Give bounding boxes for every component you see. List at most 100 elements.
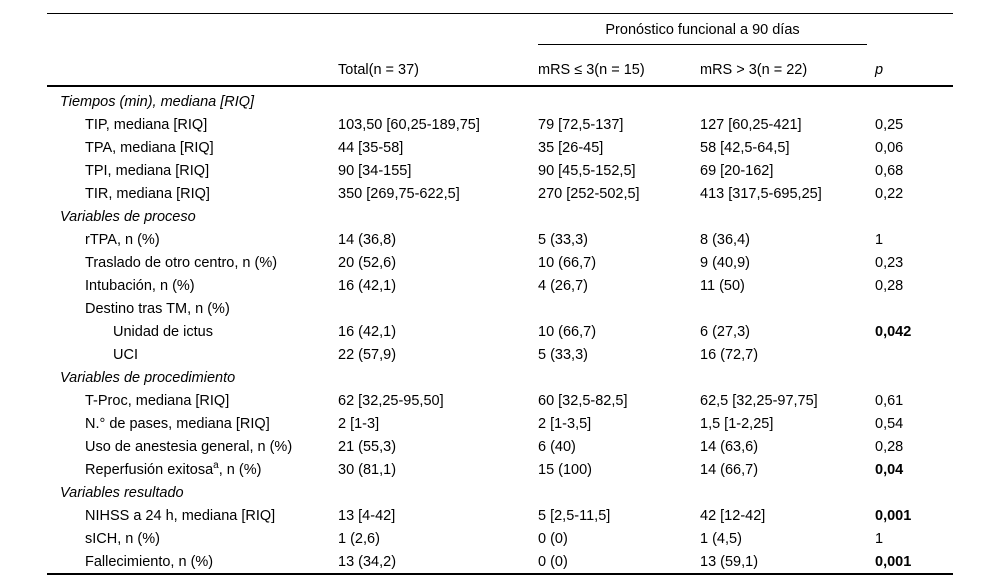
cell-mrs-gt3: 127 [60,25-421] [700,116,802,133]
cell-mrs-le3: 5 [2,5-11,5] [538,507,611,524]
cell-mrs-le3 [538,366,700,389]
cell-total: 22 (57,9) [338,346,397,363]
cell-total: 30 (81,1) [338,461,397,478]
column-header-mrs-le3: mRS ≤ 3(n = 15) [538,45,700,87]
table-row: Tiempos (min), mediana [RIQ] [47,86,953,113]
table-row: N.° de pases, mediana [RIQ] 2 [1-3] 2 [1-3… [47,412,953,435]
table-row: Variables de proceso [47,205,953,228]
table-row: Uso de anestesia general, n (%) 21 (55,3)… [47,435,953,458]
column-header-stub [47,45,338,87]
cell-p-value: 0,28 [875,438,904,455]
cell-mrs-le3: 5 (33,3) [538,231,588,248]
table-row: Reperfusión exitosaa, n (%) 30 (81,1) 15 (… [47,458,953,481]
row-label: TIR, mediana [RIQ] [85,185,210,202]
cell-mrs-le3: 60 [32,5-82,5] [538,392,628,409]
table-row: Variables resultado [47,481,953,504]
cell-total [338,86,538,113]
cell-total: 13 [4-42] [338,507,396,524]
cell-p-value [875,481,953,504]
group-header-spacer-right [875,14,953,46]
row-label: Tiempos (min), mediana [RIQ] [60,93,255,110]
row-label: Uso de anestesia general, n (%) [85,438,293,455]
row-label: TPI, mediana [RIQ] [85,162,210,179]
cell-total: 1 (2,6) [338,530,380,547]
cell-p-value: 0,68 [875,162,904,179]
cell-mrs-le3: 35 [26-45] [538,139,604,156]
table-row: TIP, mediana [RIQ] 103,50 [60,25-189,75] 7… [47,113,953,136]
cell-total: 44 [35-58] [338,139,404,156]
cell-p-value [875,366,953,389]
table-row: Variables de procedimiento [47,366,953,389]
table-row: Fallecimiento, n (%) 13 (34,2) 0 (0) 13 (59… [47,550,953,574]
row-label: NIHSS a 24 h, mediana [RIQ] [85,507,276,524]
cell-mrs-gt3 [700,205,875,228]
cell-mrs-gt3: 1,5 [1-2,25] [700,415,774,432]
row-label: Destino tras TM, n (%) [85,300,230,317]
column-header-p: p [875,45,954,87]
table-row: TIR, mediana [RIQ] 350 [269,75-622,5] 270 … [47,182,953,205]
table-row: T-Proc, mediana [RIQ] 62 [32,25-95,50] 60 … [47,389,953,412]
cell-mrs-gt3: 13 (59,1) [700,553,759,570]
cell-mrs-gt3: 6 (27,3) [700,323,750,340]
cell-mrs-gt3 [700,86,875,113]
cell-mrs-gt3: 42 [12-42] [700,507,766,524]
cell-mrs-le3: 6 (40) [538,438,576,455]
results-table: Pronóstico funcional a 90 días Total(n =… [47,13,954,575]
row-label: Traslado de otro centro, n (%) [85,254,278,271]
cell-mrs-gt3: 14 (66,7) [700,461,759,478]
cell-p-value [875,205,953,228]
cell-mrs-le3: 15 (100) [538,461,593,478]
cell-mrs-le3 [538,481,700,504]
cell-total: 16 (42,1) [338,277,397,294]
cell-total [338,366,538,389]
cell-p-value: 0,04 [875,461,904,478]
table-row: Traslado de otro centro, n (%) 20 (52,6) 1… [47,251,953,274]
cell-total: 14 (36,8) [338,231,397,248]
cell-mrs-le3: 10 (66,7) [538,254,597,271]
table-row: Intubación, n (%) 16 (42,1) 4 (26,7) 11 (50… [47,274,953,297]
row-label: Unidad de ictus [113,323,213,340]
cell-p-value: 1 [875,530,884,547]
cell-p-value: 0,61 [875,392,904,409]
cell-mrs-gt3: 14 (63,6) [700,438,759,455]
cell-mrs-gt3 [700,366,875,389]
cell-total: 2 [1-3] [338,415,380,432]
cell-mrs-gt3: 413 [317,5-695,25] [700,185,822,202]
cell-mrs-gt3: 69 [20-162] [700,162,774,179]
cell-mrs-le3 [538,297,700,320]
cell-mrs-le3: 0 (0) [538,530,568,547]
cell-mrs-gt3: 8 (36,4) [700,231,750,248]
cell-mrs-le3: 10 (66,7) [538,323,597,340]
cell-mrs-gt3: 9 (40,9) [700,254,750,271]
cell-mrs-gt3: 58 [42,5-64,5] [700,139,790,156]
table-row: rTPA, n (%) 14 (36,8) 5 (33,3) 8 (36,4) 1 [47,228,953,251]
cell-p-value: 0,25 [875,116,904,133]
row-label: Variables de procedimiento [60,369,236,386]
row-label: UCI [113,346,138,363]
cell-total: 62 [32,25-95,50] [338,392,444,409]
group-header-cell: Pronóstico funcional a 90 días [538,14,875,45]
cell-mrs-le3: 5 (33,3) [538,346,588,363]
table-row: sICH, n (%) 1 (2,6) 0 (0) 1 (4,5) 1 [47,527,953,550]
cell-mrs-le3: 79 [72,5-137] [538,116,624,133]
table-body: Tiempos (min), mediana [RIQ] TIP, mediana… [47,86,953,574]
group-header-label: Pronóstico funcional a 90 días [538,22,868,45]
cell-mrs-le3: 2 [1-3,5] [538,415,592,432]
row-label: Fallecimiento, n (%) [85,553,214,570]
table-row: Destino tras TM, n (%) [47,297,953,320]
cell-p-value [875,343,953,366]
cell-p-value: 0,23 [875,254,904,271]
cell-p-value: 0,001 [875,507,912,524]
cell-p-value: 0,06 [875,139,904,156]
cell-mrs-gt3: 16 (72,7) [700,346,759,363]
cell-mrs-le3: 0 (0) [538,553,568,570]
cell-mrs-le3 [538,86,700,113]
cell-total: 103,50 [60,25-189,75] [338,116,480,133]
row-label: Variables de proceso [60,208,196,225]
cell-total [338,205,538,228]
row-label: sICH, n (%) [85,530,160,547]
cell-total: 20 (52,6) [338,254,397,271]
cell-mrs-gt3 [700,481,875,504]
cell-total [338,297,538,320]
column-header-total: Total(n = 37) [338,45,538,87]
